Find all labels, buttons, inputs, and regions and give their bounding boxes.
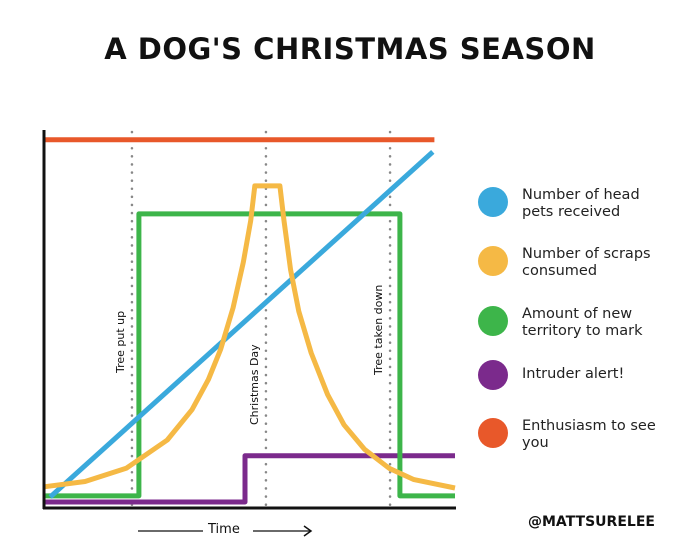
legend-swatch bbox=[478, 306, 508, 336]
legend-label: Number of scraps consumed bbox=[522, 246, 651, 279]
legend-item: Amount of new territory to mark bbox=[478, 306, 672, 340]
series-line bbox=[44, 453, 455, 505]
annotation-label: Tree put up bbox=[114, 311, 127, 374]
series-line bbox=[48, 150, 435, 499]
legend-label: Amount of new territory to mark bbox=[522, 306, 643, 339]
x-axis-label: Time bbox=[208, 522, 240, 537]
credit: @MATTSURELEE bbox=[528, 514, 655, 530]
annotation-label: Tree taken down bbox=[372, 285, 385, 376]
legend-swatch bbox=[478, 187, 508, 217]
legend-label: Number of head pets received bbox=[522, 187, 640, 220]
legend-label: Intruder alert! bbox=[522, 366, 625, 382]
series-line bbox=[44, 211, 455, 499]
chart-title: A DOG'S CHRISTMAS SEASON bbox=[104, 32, 596, 66]
series-line bbox=[43, 183, 456, 491]
legend-label: Enthusiasm to see you bbox=[522, 418, 656, 451]
arrow-head-icon bbox=[303, 525, 313, 537]
annotation-label: Christmas Day bbox=[248, 344, 261, 425]
legend-item: Intruder alert! bbox=[478, 360, 672, 390]
legend-item: Number of scraps consumed bbox=[478, 246, 672, 280]
legend-swatch bbox=[478, 418, 508, 448]
legend-swatch bbox=[478, 246, 508, 276]
legend-item: Number of head pets received bbox=[478, 187, 672, 221]
legend-item: Enthusiasm to see you bbox=[478, 418, 672, 452]
legend-swatch bbox=[478, 360, 508, 390]
